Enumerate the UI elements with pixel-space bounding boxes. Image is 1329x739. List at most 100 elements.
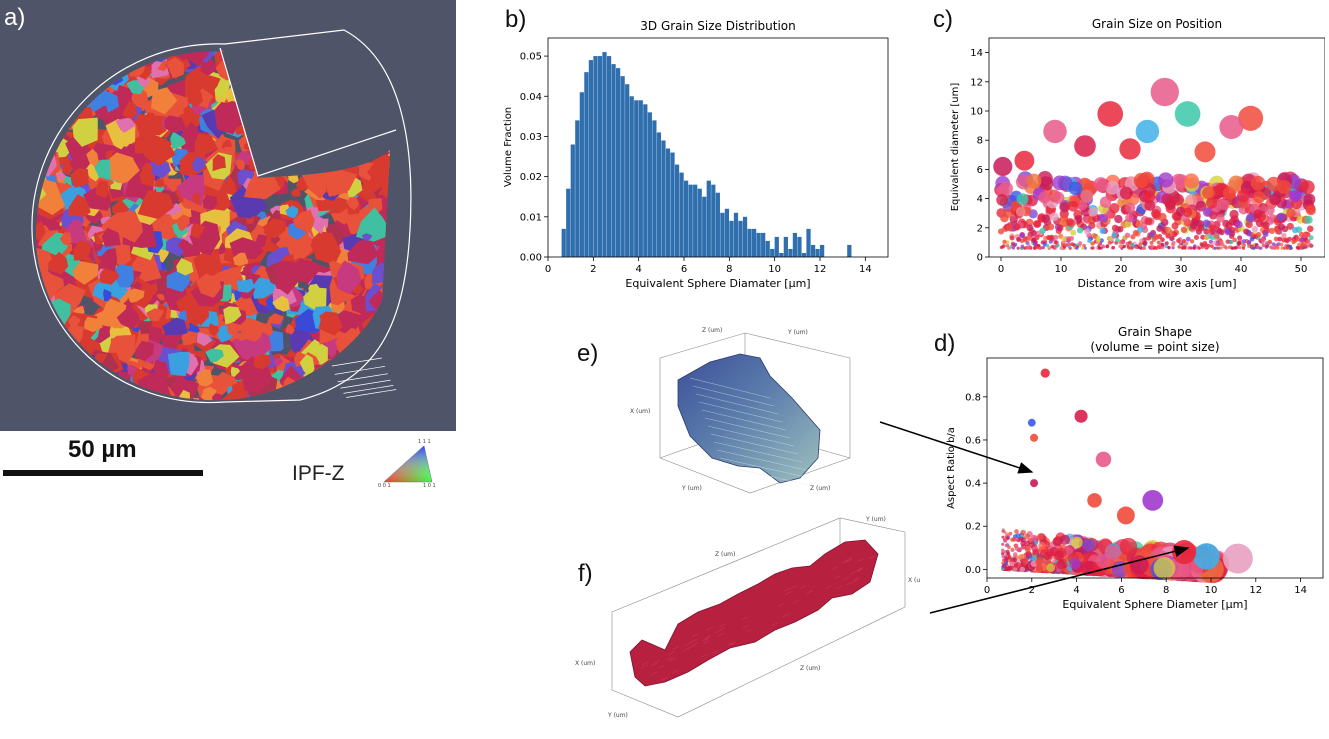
scatter-point: [1171, 242, 1175, 247]
grain-cell: [214, 101, 242, 135]
histogram-bar: [566, 188, 571, 257]
grain-cell: [350, 294, 368, 314]
grain-cell: [291, 126, 313, 153]
y-tick-label: 0.04: [520, 92, 542, 103]
grain-cell: [52, 72, 80, 96]
grain-cell: [94, 105, 109, 119]
grain-cell: [339, 105, 365, 140]
grain-e-z-axis-label: Z (um): [702, 327, 722, 334]
grain-cell: [338, 91, 365, 126]
scatter-point: [1285, 246, 1289, 250]
grain-cell: [370, 363, 388, 382]
y-tick-label: 0.02: [520, 172, 542, 183]
grain-cell: [97, 393, 114, 401]
grain-cell: [334, 72, 356, 92]
grain-cell: [403, 99, 415, 115]
grain-cell: [302, 136, 327, 168]
grain-cell: [35, 101, 55, 126]
scatter-point: [1099, 238, 1104, 243]
scatter-point: [1169, 235, 1175, 241]
grain-cell: [35, 332, 51, 358]
chart-b-frame: [547, 37, 889, 258]
grain-cell: [282, 71, 318, 106]
scatter-point: [1091, 246, 1095, 250]
histogram-bar: [792, 232, 798, 257]
grain-cell: [386, 190, 390, 208]
grain-cell: [35, 300, 41, 311]
grain-cell: [232, 252, 249, 266]
grain-cell: [151, 87, 178, 115]
grain-cell: [35, 137, 38, 151]
scatter-point: [1305, 205, 1316, 216]
scatter-point: [1043, 119, 1067, 144]
histogram-bar: [706, 180, 711, 257]
grain-cell: [391, 192, 400, 204]
grain-cell: [44, 326, 71, 354]
scatter-point: [1010, 547, 1015, 552]
grain-cell: [234, 48, 259, 59]
grain-cell: [79, 48, 99, 71]
scatter-point: [1202, 186, 1216, 200]
scatter-point: [1001, 529, 1005, 533]
scatter-point: [1156, 225, 1164, 232]
grain-cell: [35, 140, 49, 152]
grain-cell: [335, 396, 365, 401]
grain-cell: [394, 78, 409, 91]
grain-voxel-step: [806, 590, 813, 594]
grain-f-z-axis-label: Z (um): [715, 551, 735, 558]
grain-voxel-step: [641, 661, 649, 666]
scatter-point: [1262, 231, 1269, 238]
scatter-point: [1095, 237, 1101, 243]
grain-cell: [326, 85, 342, 100]
x-tick-label: 12: [1249, 585, 1262, 596]
grain-cell: [359, 111, 378, 131]
grain-cell: [109, 152, 140, 183]
y-tick-label: 0.4: [965, 479, 981, 490]
grain-cell: [248, 71, 261, 81]
scatter-point: [1153, 557, 1176, 579]
grain-cell: [312, 373, 340, 401]
grain-voxel-step: [784, 587, 791, 592]
wire-stripe: [346, 389, 397, 398]
grain-cell: [131, 48, 147, 59]
grain-cell: [283, 65, 314, 90]
grain-cell: [364, 76, 377, 91]
grain-voxel-step: [845, 559, 852, 563]
scatter-point: [1202, 207, 1213, 217]
grain-cell: [308, 79, 324, 96]
grain-cell: [342, 98, 369, 122]
grain-cell: [285, 392, 310, 401]
grain-cell: [391, 259, 401, 267]
grain-cell: [298, 103, 319, 123]
grain-cell: [145, 48, 155, 53]
scatter-point: [1200, 234, 1206, 240]
grain-cell: [337, 66, 357, 90]
grain-voxel-step: [661, 676, 668, 681]
scatter-point: [1182, 207, 1193, 218]
scatter-point: [1010, 537, 1015, 542]
scatter-point: [1015, 206, 1026, 217]
ipf-legend-label: IPF-Z: [292, 462, 345, 485]
x-tick-label: 14: [1294, 585, 1307, 596]
scatter-point: [1225, 239, 1230, 244]
scatter-point: [1050, 245, 1054, 249]
x-tick-label: 6: [681, 264, 687, 275]
grain-cell: [292, 81, 316, 106]
scatter-point: [1210, 244, 1214, 248]
grain-voxel-step: [853, 576, 860, 581]
scatter-point: [997, 228, 1005, 235]
grain-3d-render-e: Z (um) Y (um) X (um) Z (um) Y (um): [630, 327, 851, 494]
histogram-bar: [797, 236, 802, 257]
grain-cell: [212, 154, 226, 172]
grain-cell: [57, 48, 98, 73]
grain-cell: [35, 361, 48, 378]
scatter-point: [1228, 226, 1236, 234]
grain-cell: [282, 72, 298, 88]
scatter-point: [1228, 175, 1244, 191]
histogram-bar: [747, 228, 752, 257]
grain-cell: [252, 92, 288, 125]
grain-cell: [403, 365, 414, 377]
grain-cell: [43, 79, 63, 99]
grain-cell: [291, 136, 309, 159]
histogram-bar: [602, 52, 607, 257]
